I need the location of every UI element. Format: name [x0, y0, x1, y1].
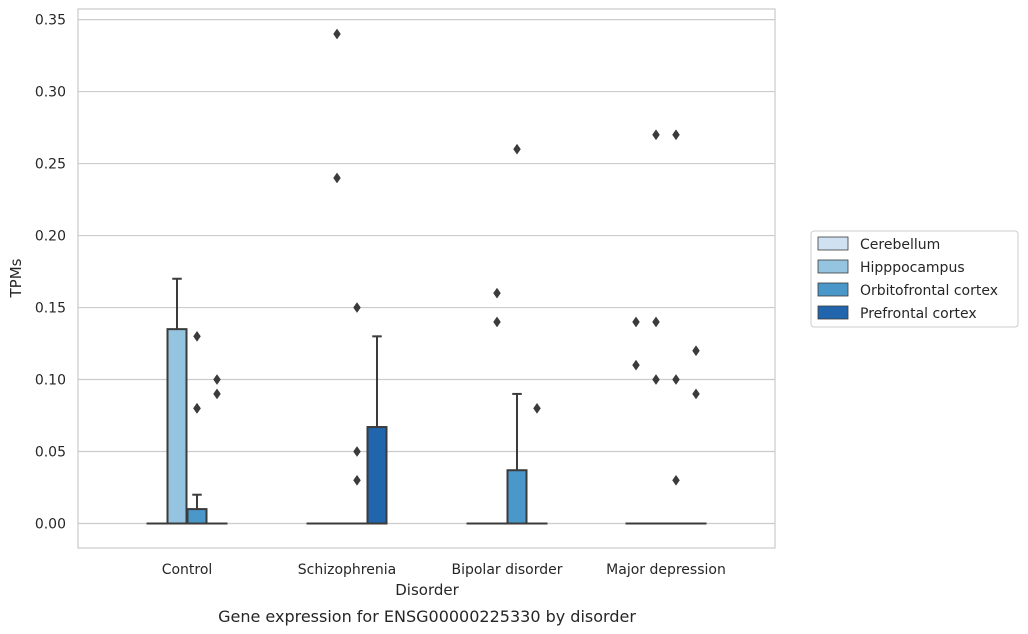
- legend-swatch: [817, 282, 849, 297]
- box: [166, 328, 188, 525]
- outlier-point: [692, 345, 700, 357]
- legend-swatch: [817, 236, 849, 251]
- legend-frame: [810, 230, 1019, 328]
- outlier-point: [692, 388, 700, 400]
- outlier-point: [213, 374, 221, 385]
- y-axis-label: TPMs: [7, 258, 25, 298]
- legend-label: Prefrontal cortex: [860, 306, 977, 322]
- box-group-control: [146, 277, 228, 525]
- y-axis-ticks: 0.00 0.05 0.10 0.15 0.20 0.25 0.30 0.35: [35, 13, 66, 533]
- y-tick-label: 0.35: [35, 13, 66, 29]
- box-group-bipolar-disorder: [466, 143, 548, 525]
- outlier-point: [213, 388, 221, 400]
- outlier-point: [632, 359, 640, 371]
- outlier-point: [333, 172, 341, 184]
- outlier-point: [513, 143, 521, 155]
- grid-lines: [78, 19, 775, 525]
- outlier-point: [672, 374, 680, 385]
- outlier-point: [672, 129, 680, 141]
- outlier-point: [652, 316, 660, 328]
- y-tick-label: 0.00: [35, 517, 66, 533]
- box: [506, 469, 528, 525]
- outlier-point: [193, 402, 201, 414]
- y-tick-label: 0.05: [35, 445, 66, 461]
- x-tick-label: Schizophrenia: [298, 562, 396, 578]
- outlier-point: [493, 287, 501, 299]
- x-axis-label: Disorder: [395, 581, 459, 599]
- plot-frame: [77, 8, 776, 549]
- box-group-schizophrenia: [306, 28, 388, 525]
- outlier-point: [353, 446, 361, 457]
- outlier-point: [672, 474, 680, 486]
- outlier-point: [353, 302, 361, 313]
- legend-label: Hipppocampus: [860, 260, 965, 276]
- box-groups: [146, 28, 707, 525]
- outlier-point: [652, 374, 660, 385]
- x-tick-label: Control: [162, 562, 213, 578]
- legend-label: Cerebellum: [860, 237, 940, 253]
- y-tick-label: 0.15: [35, 301, 66, 317]
- y-tick-label: 0.20: [35, 229, 66, 245]
- y-tick-label: 0.25: [35, 157, 66, 173]
- x-axis-ticks: Control Schizophrenia Bipolar disorder Majo…: [162, 562, 726, 578]
- y-tick-label: 0.10: [35, 373, 66, 389]
- legend-swatch: [817, 305, 849, 320]
- legend-swatch: [817, 259, 849, 274]
- legend-label: Orbitofrontal cortex: [860, 283, 998, 299]
- outlier-point: [632, 316, 640, 328]
- box: [186, 508, 208, 525]
- outlier-point: [353, 474, 361, 486]
- outlier-point: [333, 28, 341, 40]
- x-tick-label: Major depression: [606, 562, 726, 578]
- outlier-point: [652, 129, 660, 141]
- box-group-major-depression: [625, 129, 707, 525]
- box: [366, 426, 388, 525]
- outlier-point: [533, 402, 541, 414]
- legend: Cerebellum Hipppocampus Orbitofrontal cort…: [810, 230, 1019, 328]
- x-tick-label: Bipolar disorder: [451, 562, 562, 578]
- y-tick-label: 0.30: [35, 85, 66, 101]
- chart-caption: Gene expression for ENSG00000225330 by d…: [218, 607, 636, 626]
- outlier-point: [193, 330, 201, 342]
- outlier-point: [493, 316, 501, 328]
